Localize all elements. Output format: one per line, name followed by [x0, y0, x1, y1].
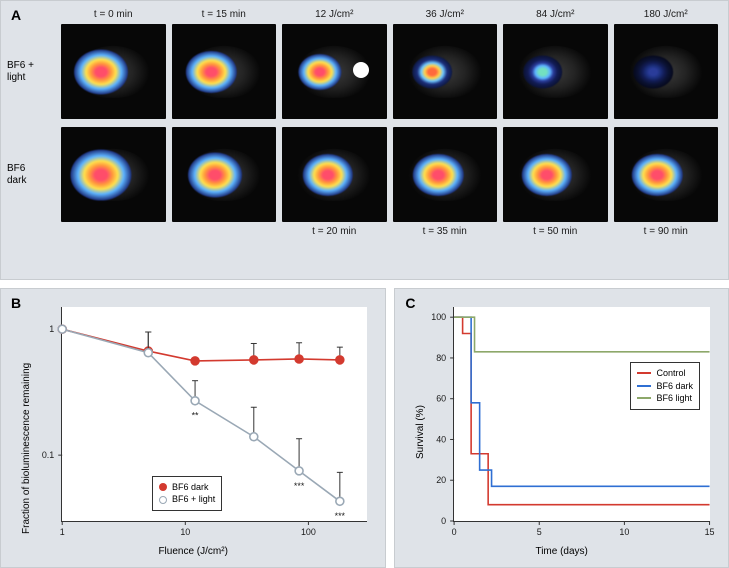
- bottom-time: t = 50 min: [503, 226, 608, 237]
- panel-a-row-1: BF6 +light: [61, 24, 718, 119]
- bioluminescence-image: [614, 127, 719, 222]
- panel-c-label: C: [405, 295, 415, 311]
- col-header: 180 J/cm²: [614, 9, 719, 20]
- svg-text:40: 40: [437, 434, 447, 444]
- svg-text:10: 10: [180, 527, 190, 537]
- svg-text:0: 0: [452, 527, 457, 537]
- svg-text:60: 60: [437, 394, 447, 404]
- bottom-row: B 1101000.11******** BF6 darkBF6 + light…: [0, 288, 729, 568]
- row-label-bf6-dark: BF6dark: [7, 163, 55, 187]
- svg-text:20: 20: [437, 475, 447, 485]
- svg-text:**: **: [192, 411, 199, 421]
- panel-a-bottom-times: t = 20 min t = 35 min t = 50 min t = 90 …: [61, 226, 718, 237]
- chart-c: 051015020406080100 ControlBF6 darkBF6 li…: [453, 307, 710, 522]
- svg-text:***: ***: [294, 481, 305, 491]
- svg-text:100: 100: [432, 312, 447, 322]
- bottom-time: [172, 226, 277, 237]
- laser-spot-marker: [353, 62, 369, 78]
- bioluminescence-image: [393, 24, 498, 119]
- panel-a-row-2: BF6dark: [61, 127, 718, 222]
- chart-c-legend: ControlBF6 darkBF6 light: [630, 362, 700, 410]
- bioluminescence-image: [282, 127, 387, 222]
- col-header: 84 J/cm²: [503, 9, 608, 20]
- bottom-time: [61, 226, 166, 237]
- chart-b: 1101000.11******** BF6 darkBF6 + light: [61, 307, 367, 522]
- chart-b-legend: BF6 darkBF6 + light: [152, 476, 222, 511]
- col-header: t = 0 min: [61, 9, 166, 20]
- panel-a-label: A: [11, 7, 21, 23]
- col-header: t = 15 min: [172, 9, 277, 20]
- chart-c-plot: 051015020406080100: [454, 307, 710, 521]
- svg-text:80: 80: [437, 353, 447, 363]
- bioluminescence-image: [282, 24, 387, 119]
- bioluminescence-image: [614, 24, 719, 119]
- svg-text:1: 1: [49, 324, 54, 334]
- bioluminescence-image: [393, 127, 498, 222]
- bottom-time: t = 20 min: [282, 226, 387, 237]
- panel-a-col-headers: t = 0 min t = 15 min 12 J/cm² 36 J/cm² 8…: [61, 9, 718, 20]
- bioluminescence-image: [61, 24, 166, 119]
- chart-c-ylabel: Survival (%): [415, 405, 426, 459]
- svg-text:0.1: 0.1: [42, 450, 54, 460]
- vertical-divider: [386, 288, 394, 568]
- bioluminescence-image: [503, 127, 608, 222]
- figure: A t = 0 min t = 15 min 12 J/cm² 36 J/cm²…: [0, 0, 729, 568]
- chart-c-xlabel: Time (days): [535, 546, 587, 557]
- svg-text:***: ***: [335, 511, 346, 521]
- svg-text:1: 1: [60, 527, 65, 537]
- chart-b-ylabel: Fraction of bioluminescence remaining: [21, 363, 32, 534]
- bioluminescence-image: [172, 127, 277, 222]
- bioluminescence-image: [503, 24, 608, 119]
- bottom-time: t = 90 min: [614, 226, 719, 237]
- col-header: 36 J/cm²: [393, 9, 498, 20]
- panel-a: A t = 0 min t = 15 min 12 J/cm² 36 J/cm²…: [0, 0, 729, 280]
- row-label-bf6-light: BF6 +light: [7, 60, 55, 84]
- bioluminescence-image: [61, 127, 166, 222]
- panel-c: C 051015020406080100 ControlBF6 darkBF6 …: [394, 288, 729, 568]
- svg-text:10: 10: [620, 527, 630, 537]
- bottom-time: t = 35 min: [393, 226, 498, 237]
- horizontal-divider: [0, 280, 729, 288]
- panel-b: B 1101000.11******** BF6 darkBF6 + light…: [0, 288, 386, 568]
- svg-text:5: 5: [537, 527, 542, 537]
- chart-b-xlabel: Fluence (J/cm²): [158, 546, 227, 557]
- svg-text:100: 100: [301, 527, 316, 537]
- svg-text:0: 0: [442, 516, 447, 526]
- panel-b-label: B: [11, 295, 21, 311]
- bioluminescence-image: [172, 24, 277, 119]
- col-header: 12 J/cm²: [282, 9, 387, 20]
- svg-text:15: 15: [705, 527, 715, 537]
